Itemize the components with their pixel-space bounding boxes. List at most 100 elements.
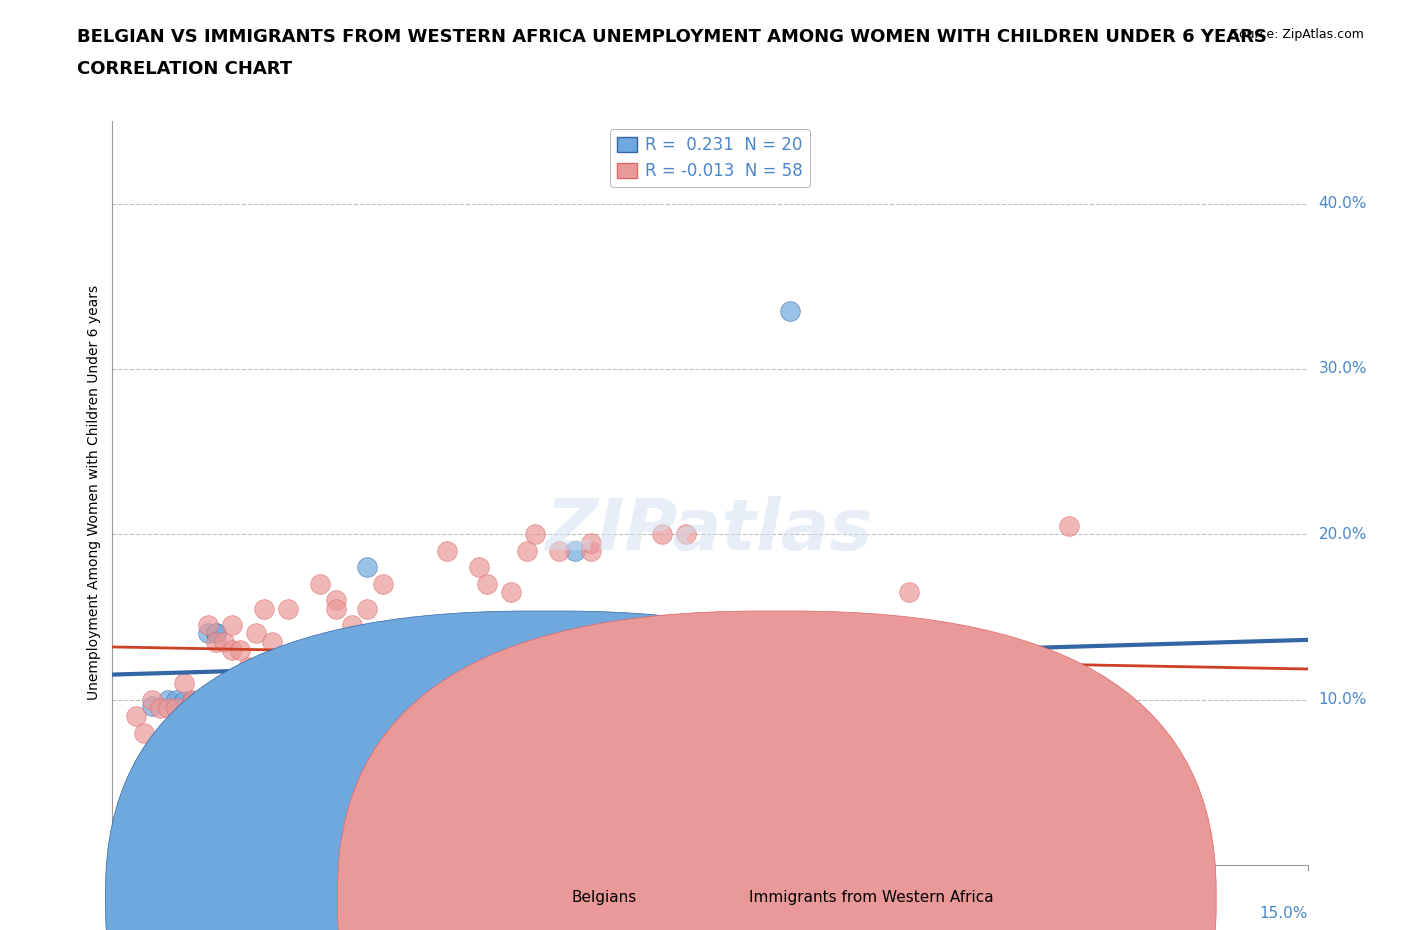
Point xyxy=(898,585,921,600)
Text: 10.0%: 10.0% xyxy=(1319,692,1367,707)
Point xyxy=(603,766,626,781)
Text: BELGIAN VS IMMIGRANTS FROM WESTERN AFRICA UNEMPLOYMENT AMONG WOMEN WITH CHILDREN: BELGIAN VS IMMIGRANTS FROM WESTERN AFRIC… xyxy=(77,28,1267,46)
Point xyxy=(516,543,538,558)
Point xyxy=(165,700,187,715)
Point xyxy=(125,709,148,724)
Point xyxy=(245,626,267,641)
Point xyxy=(723,709,745,724)
Point xyxy=(619,618,641,632)
Point xyxy=(779,303,801,318)
Point xyxy=(260,634,283,649)
Point xyxy=(181,692,204,707)
Point xyxy=(755,618,778,632)
Point xyxy=(157,700,180,715)
Point xyxy=(284,659,307,674)
Point xyxy=(157,692,180,707)
Point xyxy=(683,643,706,658)
Point xyxy=(221,618,243,632)
Point xyxy=(205,626,228,641)
Point xyxy=(253,601,276,616)
Point xyxy=(755,618,778,632)
Text: Source: ZipAtlas.com: Source: ZipAtlas.com xyxy=(1230,28,1364,41)
Point xyxy=(181,694,204,709)
Point xyxy=(284,692,307,707)
Point xyxy=(134,725,156,740)
Point xyxy=(181,696,204,711)
Point xyxy=(755,709,778,724)
Point xyxy=(564,543,586,558)
Point xyxy=(436,543,458,558)
Point xyxy=(141,692,163,707)
Point xyxy=(188,698,211,712)
Legend: R =  0.231  N = 20, R = -0.013  N = 58: R = 0.231 N = 20, R = -0.013 N = 58 xyxy=(610,129,810,187)
Point xyxy=(994,775,1017,790)
Text: 0.0%: 0.0% xyxy=(112,906,152,922)
Point xyxy=(373,577,395,591)
Point xyxy=(165,692,187,707)
Point xyxy=(1097,758,1119,773)
Point xyxy=(779,791,801,806)
Point xyxy=(205,626,228,641)
Point xyxy=(659,643,682,658)
Point xyxy=(277,668,299,683)
Y-axis label: Unemployment Among Women with Children Under 6 years: Unemployment Among Women with Children U… xyxy=(87,286,101,700)
Point xyxy=(898,643,921,658)
Text: 15.0%: 15.0% xyxy=(1260,906,1308,922)
Point xyxy=(818,791,841,806)
Point xyxy=(953,775,976,790)
Point xyxy=(834,643,856,658)
Point xyxy=(555,775,578,790)
Point xyxy=(173,675,195,690)
Point xyxy=(547,543,569,558)
Point xyxy=(475,577,498,591)
Point xyxy=(173,694,195,709)
Point xyxy=(1057,519,1080,534)
Point xyxy=(269,692,291,707)
Point xyxy=(356,560,378,575)
Point xyxy=(882,643,904,658)
Point xyxy=(683,634,706,649)
Text: 30.0%: 30.0% xyxy=(1319,362,1367,377)
Point xyxy=(579,543,602,558)
Point xyxy=(468,560,491,575)
Point xyxy=(1018,775,1040,790)
Point xyxy=(396,709,419,724)
Point xyxy=(205,634,228,649)
Text: ZIPatlas: ZIPatlas xyxy=(547,496,873,565)
Point xyxy=(690,775,713,790)
Point xyxy=(149,700,172,715)
Point xyxy=(141,698,163,713)
Point xyxy=(779,791,801,806)
Point xyxy=(325,593,347,608)
Point xyxy=(197,618,219,632)
Point xyxy=(579,535,602,550)
Point xyxy=(356,601,378,616)
Point xyxy=(301,725,323,740)
Point xyxy=(699,634,721,649)
Point xyxy=(212,634,235,649)
Point xyxy=(420,692,443,707)
Point xyxy=(499,585,522,600)
Point xyxy=(325,601,347,616)
Text: Immigrants from Western Africa: Immigrants from Western Africa xyxy=(749,890,994,905)
Point xyxy=(197,626,219,641)
Point xyxy=(388,692,411,707)
Point xyxy=(603,742,626,757)
Point xyxy=(221,643,243,658)
Point xyxy=(236,659,259,674)
Point xyxy=(523,526,546,541)
Text: 40.0%: 40.0% xyxy=(1319,196,1367,211)
Point xyxy=(675,526,697,541)
Point xyxy=(651,526,673,541)
Point xyxy=(308,577,330,591)
Point xyxy=(245,668,267,683)
Point xyxy=(229,643,252,658)
Point xyxy=(404,700,426,715)
Text: CORRELATION CHART: CORRELATION CHART xyxy=(77,60,292,78)
Text: 20.0%: 20.0% xyxy=(1319,526,1367,542)
Point xyxy=(340,618,363,632)
Point xyxy=(245,659,267,674)
Point xyxy=(277,601,299,616)
Point xyxy=(762,709,785,724)
Text: Belgians: Belgians xyxy=(572,890,637,905)
